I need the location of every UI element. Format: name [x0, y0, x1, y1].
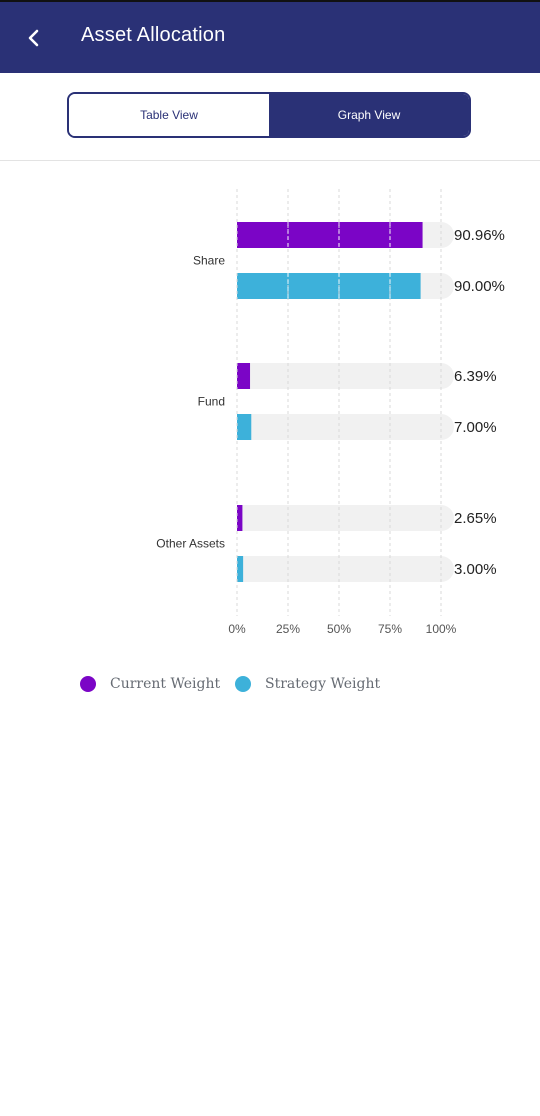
legend-dot-strategy — [235, 676, 251, 692]
category-label: Fund — [198, 395, 225, 409]
value-label: 6.39% — [454, 368, 497, 385]
bar-track — [237, 505, 454, 531]
value-label: 7.00% — [454, 419, 497, 436]
bar-share-current — [237, 222, 423, 248]
value-label: 90.00% — [454, 278, 505, 295]
app-bar: Asset Allocation — [0, 0, 540, 73]
back-button[interactable] — [14, 18, 54, 58]
page-title: Asset Allocation — [81, 24, 226, 46]
bar-fund-strategy — [237, 414, 252, 440]
bar-share-strategy — [237, 273, 421, 299]
tab-graph-view[interactable]: Graph View — [269, 94, 469, 136]
x-tick-label: 25% — [276, 622, 300, 636]
category-label: Share — [193, 254, 225, 268]
legend-dot-current — [80, 676, 96, 692]
x-tick-label: 0% — [228, 622, 246, 636]
x-tick-label: 50% — [327, 622, 351, 636]
tab-table-view[interactable]: Table View — [69, 94, 269, 136]
view-toggle: Table View Graph View — [67, 92, 471, 138]
asset-allocation-chart: 0% 25% 50% 75% 100% Share Fund Other Assets 90.9… — [156, 189, 505, 636]
bar-other-assets-current — [237, 505, 243, 531]
chevron-left-icon — [28, 29, 39, 47]
bar-track — [237, 363, 454, 389]
legend-label-strategy: Strategy Weight — [265, 676, 381, 692]
legend-item-current: Current Weight — [80, 672, 220, 696]
x-tick-label: 75% — [378, 622, 402, 636]
bar-track — [237, 414, 454, 440]
value-label: 3.00% — [454, 561, 497, 578]
divider — [0, 160, 540, 161]
value-label: 90.96% — [454, 227, 505, 244]
category-label: Other Assets — [156, 537, 225, 551]
legend-label-current: Current Weight — [110, 676, 221, 692]
bar-other-assets-strategy — [237, 556, 244, 582]
bar-fund-current — [237, 363, 251, 389]
legend-item-strategy: Strategy Weight — [235, 672, 380, 696]
value-label: 2.65% — [454, 510, 497, 527]
bar-track — [237, 556, 454, 582]
x-tick-label: 100% — [426, 622, 457, 636]
